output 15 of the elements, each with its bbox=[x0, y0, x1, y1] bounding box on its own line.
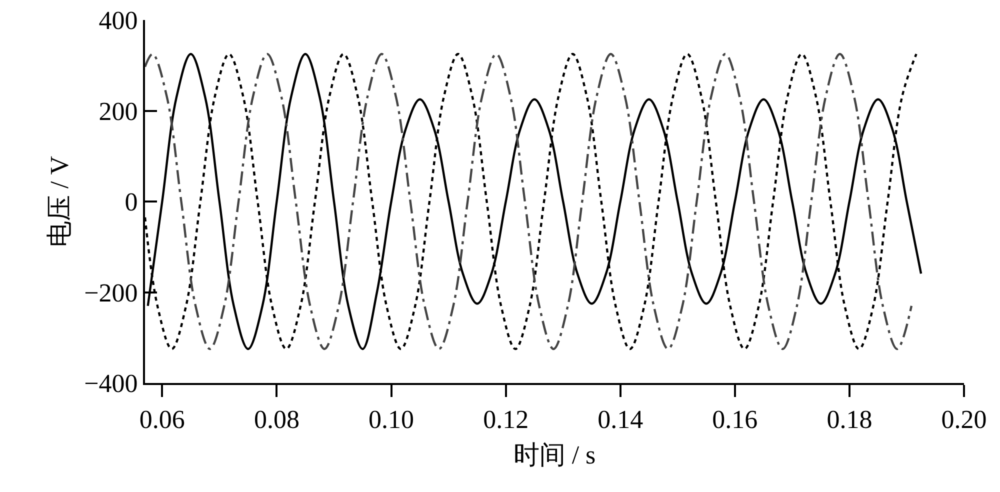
x-tick-label: 0.16 bbox=[712, 405, 758, 434]
x-tick-label: 0.12 bbox=[483, 405, 529, 434]
x-tick-label: 0.20 bbox=[941, 405, 987, 434]
y-tick-label: 200 bbox=[98, 96, 138, 126]
x-tick-label: 0.14 bbox=[598, 405, 644, 434]
y-axis-title: 电压 / V bbox=[45, 156, 74, 247]
y-tick-label: −200 bbox=[84, 278, 138, 308]
x-tick-label: 0.08 bbox=[254, 405, 300, 434]
x-tick-label: 0.06 bbox=[139, 405, 185, 434]
x-tick-label: 0.10 bbox=[368, 405, 414, 434]
y-tick-label: 0 bbox=[124, 188, 138, 217]
x-tick-label: 0.18 bbox=[826, 405, 872, 434]
y-tick-label: 400 bbox=[98, 6, 138, 36]
x-axis-title: 时间 / s bbox=[513, 440, 596, 470]
y-tick-label: −400 bbox=[84, 369, 138, 398]
